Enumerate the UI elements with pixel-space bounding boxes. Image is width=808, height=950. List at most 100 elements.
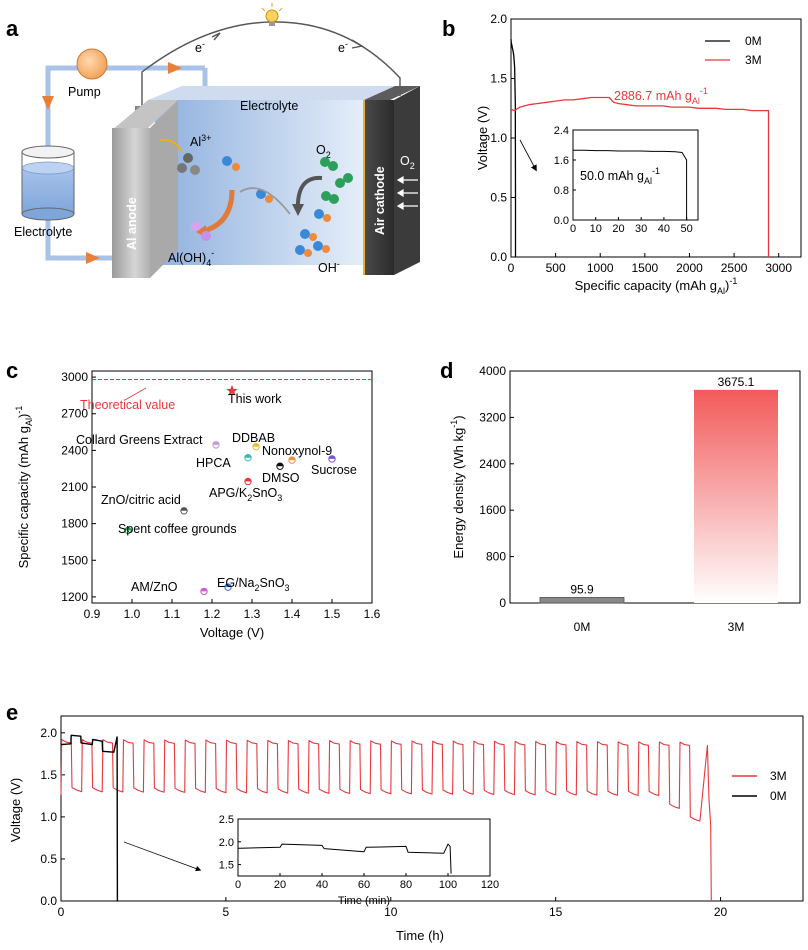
aloh4-label: Al(OH)4- [168, 248, 214, 268]
x-tick-label: 3M [728, 620, 745, 634]
point-label-dmso: DMSO [262, 471, 300, 485]
o2-inner-label: O2 [316, 143, 331, 160]
x-tick-label: 1.2 [204, 607, 221, 621]
y-tick-label: 0.0 [554, 215, 569, 227]
series-line-0M [60, 734, 119, 902]
y-tick-label: 2.0 [219, 837, 234, 849]
point-label-zno-citric: ZnO/citric acid [101, 493, 181, 507]
series-line-0M [510, 39, 517, 257]
al3-label: Al3+ [190, 133, 211, 149]
electrolyte-channel-label: Electrolyte [240, 99, 298, 113]
y-tick-label: 1.5 [40, 768, 57, 782]
plot-e-inset-ticks: 0 20 40 60 80 100 120 1.5 2.0 2.5 [219, 814, 499, 891]
point-marker-fill [288, 456, 296, 461]
x-tick-label: 50 [681, 223, 693, 235]
point-label-collard: Collard Greens Extract [76, 433, 203, 447]
x-tick-label: 40 [316, 879, 328, 891]
plot-e-series [60, 734, 712, 902]
plot-b-inset-frame [572, 129, 699, 221]
y-tick-label: 0.5 [40, 852, 57, 866]
point-marker-fill [180, 507, 188, 511]
ion-species: Al3+ Al(OH)4- O2 [159, 133, 353, 275]
plot-b-series [510, 39, 770, 257]
x-tick-label: 20 [714, 905, 728, 919]
y-tick-label: 1.6 [554, 155, 569, 167]
x-tick-label: 1.1 [164, 607, 181, 621]
plot-d-frame [509, 370, 801, 604]
lightbulb-icon [261, 3, 283, 26]
plot-e-frame [60, 715, 804, 902]
x-tick-label: 1.5 [324, 607, 341, 621]
inset-series-line [573, 149, 688, 220]
point-label-apg: APG/K2SnO3 [209, 486, 282, 503]
y-tick-label: 3200 [479, 410, 506, 424]
plot-e-xlabel: Time (h) [396, 928, 444, 943]
panel-c-scatter: c 0.9 1.0 1.1 1.2 1.3 1.4 1.5 1.6 1200 1500 1800 21… [6, 358, 381, 640]
y-tick-label: 4000 [479, 364, 506, 378]
x-tick-label: 40 [658, 223, 670, 235]
plot-e-inset-series [238, 843, 452, 874]
plot-b-legend: 0M 3M [705, 34, 762, 67]
x-tick-label: 0 [570, 223, 576, 235]
x-tick-label: 10 [590, 223, 602, 235]
panel-e-cycling: e 0 5 10 15 20 0.0 0.5 1.0 1.5 2.0 3M 0M 0 20 40 60 8… [6, 700, 804, 943]
x-tick-label: 30 [635, 223, 647, 235]
plot-b-ylabel: Voltage (V) [475, 106, 490, 170]
y-tick-label: 1200 [61, 590, 88, 604]
point-marker-fill [276, 463, 284, 467]
x-tick-label: 80 [400, 879, 412, 891]
legend-label-3m-e: 3M [770, 769, 787, 783]
theoretical-value-pointer [124, 387, 147, 401]
bar-3M [694, 389, 778, 603]
plot-e-legend: 3M 0M [732, 769, 787, 803]
legend-label-0m: 0M [745, 34, 762, 48]
x-tick-label: 20 [274, 879, 286, 891]
bar-value-label: 95.9 [570, 582, 594, 596]
series-line-3M [510, 96, 770, 257]
y-tick-label: 2.0 [40, 726, 57, 740]
bar-value-label: 3675.1 [718, 375, 755, 389]
y-tick-label: 2100 [61, 480, 88, 494]
panel-a-schematic: a Pump Electrolyte [6, 3, 420, 278]
plot-c-points [124, 384, 336, 596]
electrolyte-tank: Electrolyte [14, 145, 75, 239]
y-tick-label: 1.0 [490, 131, 507, 145]
plot-c-axis-ticks: 0.9 1.0 1.1 1.2 1.3 1.4 1.5 1.6 1200 1500 1800 2100… [61, 370, 380, 621]
y-tick-label: 1500 [61, 553, 88, 567]
pump-label: Pump [68, 85, 101, 99]
external-circuit: e- e- [141, 3, 401, 118]
point-label-coffee: Spent coffee grounds [118, 522, 237, 536]
x-tick-label: 1.6 [364, 607, 381, 621]
legend-label-3m: 3M [745, 53, 762, 67]
panel-label-e: e [6, 700, 18, 725]
x-tick-label: 0 [508, 261, 515, 275]
x-tick-label: 1000 [587, 261, 614, 275]
point-marker-fill [124, 527, 132, 531]
x-tick-label: 120 [481, 879, 499, 891]
plot-e-inset-xlabel: Time (min) [338, 895, 390, 907]
panel-label-c: c [6, 358, 18, 383]
plot-b-inset-series [573, 149, 688, 220]
y-tick-label: 1800 [61, 517, 88, 531]
electron-label-left: e- [195, 39, 205, 55]
point-label-this-work: This work [228, 392, 282, 406]
plot-b-xlabel: Specific capacity (mAh gAl)-1 [575, 276, 738, 296]
oh-label: OH- [318, 259, 340, 275]
point-marker-fill [244, 454, 252, 458]
y-tick-label: 2700 [61, 407, 88, 421]
cathode-label: Air cathode [373, 166, 387, 235]
y-tick-label: 2.5 [219, 814, 234, 826]
y-tick-label: 2.4 [554, 125, 569, 137]
plot-b-annotation: 2886.7 mAh gAl-1 [614, 86, 708, 106]
x-tick-label: 0 [58, 905, 65, 919]
point-marker-fill [252, 443, 260, 447]
y-tick-label: 800 [486, 550, 506, 564]
point-label-am-zno: AM/ZnO [131, 580, 178, 594]
x-tick-label: 20 [612, 223, 624, 235]
bar-0M [539, 597, 625, 604]
x-tick-label: 10 [384, 905, 398, 919]
plot-c-point-labels: This work Collard Greens Extract DDBAB H… [76, 392, 357, 594]
plot-e-inset-pointer [123, 841, 202, 872]
